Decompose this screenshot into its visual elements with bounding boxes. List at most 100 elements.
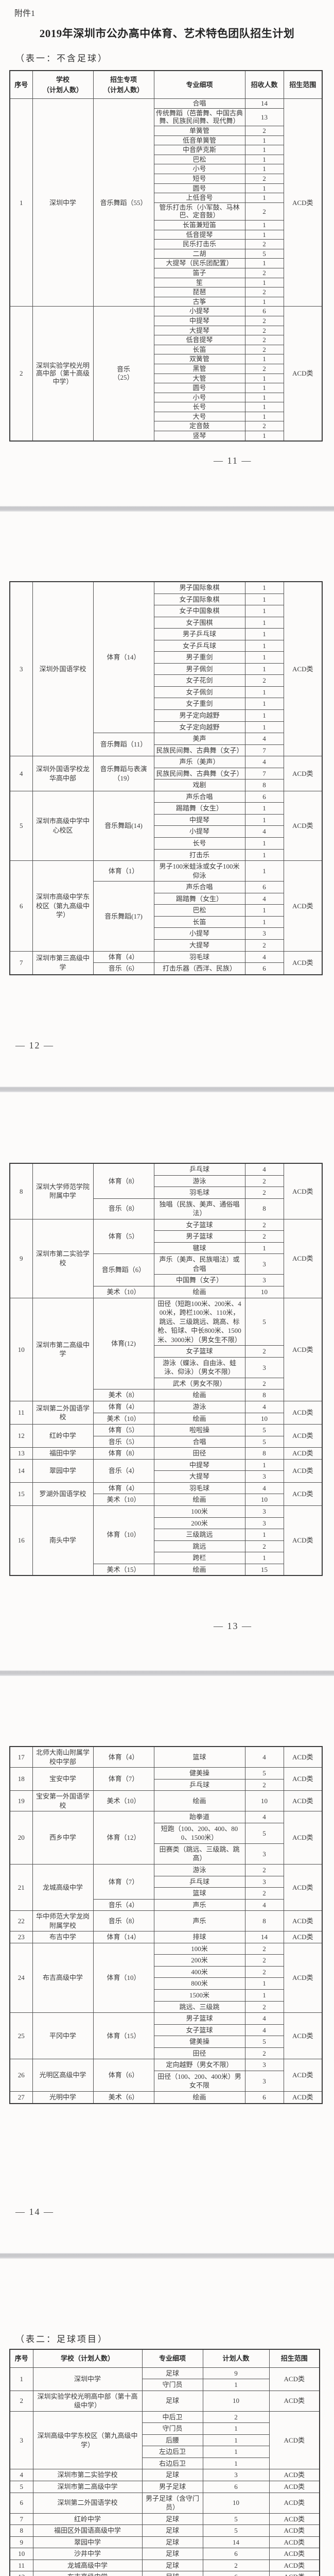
cell-scope: ACD类	[269, 2480, 320, 2493]
cell-item: 男子篮球	[153, 2012, 245, 2025]
cell-count: 2	[244, 1345, 284, 1358]
cell-school: 布吉高级中学	[32, 2571, 143, 2576]
table-row: 2 深圳实验学校光明高中部（第十高级中学） 足球 10 ACD类	[9, 2390, 320, 2412]
cell-school: 龙城高级中学	[32, 1864, 94, 1911]
cell-item: 田径	[153, 2047, 245, 2060]
cell-count: 1	[244, 628, 284, 640]
table-row: 3 深圳高级中学东校区（第九高级中学） 中后卫 2 ACD类	[9, 2411, 320, 2470]
cell-specialty: 体育（10）	[93, 1505, 154, 1564]
table-row: 黑管 2	[10, 363, 322, 374]
cell-count: 1	[244, 164, 284, 175]
cell-item: 羽毛球	[153, 1187, 245, 1199]
cell-item: 声乐（美声、民族唱法）或合唱	[153, 1253, 245, 1275]
cell-item: 800米	[153, 1977, 245, 1990]
cell-item: 1500米	[153, 1989, 245, 2002]
table2-caption: （表二：足球项目）	[15, 2334, 108, 2344]
cell-item: 田径（100、200、400米）男女不限	[153, 2070, 245, 2092]
cell-count: 1	[244, 1529, 284, 1541]
cell-count: 10	[244, 1286, 284, 1298]
cell-count: 2	[244, 174, 284, 184]
cell-school: 翠园中学	[32, 1459, 94, 1483]
table1-page1: 序号 学校 （计划人数） 招生专项 （计划人数） 专业细项 招收人数 招生范围 …	[9, 70, 323, 442]
table2-header: 序号 学校（计划人数） 专业细项 计划人数 招生范围	[9, 2349, 320, 2368]
cell-count: 2	[244, 2047, 284, 2060]
cell-serial: 27	[9, 2091, 33, 2104]
table2: 序号 学校（计划人数） 专业细项 计划人数 招生范围 1 深圳中学 足球 9 ACD类守…	[9, 2349, 320, 2576]
page-title: 2019年深圳市公办高中体育、艺术特色团队招生计划	[39, 27, 295, 40]
table-row: 后腰 1	[10, 2434, 320, 2447]
cell-specialty: 体育（15）	[93, 2012, 154, 2060]
cell-item: 圆号	[153, 383, 245, 393]
cell-scope: ACD类	[269, 2411, 320, 2470]
cell-scope: ACD类	[269, 2571, 320, 2576]
cell-count: 1	[244, 904, 284, 917]
cell-count: 1	[244, 916, 284, 928]
table-row: 左边后卫 1	[10, 2446, 320, 2458]
cell-count: 2	[244, 939, 284, 952]
cell-count: 2	[202, 2411, 270, 2424]
cell-item: 足球	[142, 2559, 203, 2572]
cell-item: 男子乒乓球	[153, 628, 245, 640]
cell-scope: ACD类	[269, 2536, 320, 2549]
cell-school: 北师大南山附属学校中学部	[32, 1746, 94, 1768]
cell-count: 1	[244, 193, 284, 203]
cell-school: 福田中学	[32, 1447, 94, 1460]
table-row: 音乐舞蹈（6） 声乐（美声、民族唱法）或合唱 3	[10, 1253, 322, 1287]
cell-item: 小提琴	[153, 306, 245, 316]
table-row: 男子乒乓球 1	[10, 628, 322, 640]
cell-count: 1	[244, 860, 284, 882]
cell-count: 2	[244, 335, 284, 345]
cell-specialty: 音乐（5）	[93, 1435, 154, 1448]
table-row: 小号 1	[10, 164, 322, 175]
cell-count: 2	[244, 267, 284, 278]
table-row: 女子乒乓球 1	[10, 639, 322, 652]
table-row: 26 光明区高级中学 体育（6） 定向越野（男女不限） 3 ACD类	[9, 2059, 323, 2092]
cell-item: 打击乐器（西洋、民族）	[153, 962, 245, 975]
cell-item: 合唱	[153, 1435, 245, 1448]
cell-count: 2	[244, 1778, 284, 1791]
cell-item: 声乐	[153, 1910, 245, 1932]
cell-item: 足球	[142, 2367, 203, 2380]
cell-count: 1	[244, 1459, 284, 1471]
table-row: 4 深圳外国语学校龙华高中部 音乐舞蹈与表演（19） 声乐（美声） 4 ACD类	[9, 756, 323, 791]
cell-count: 5	[244, 1767, 284, 1780]
cell-count: 1	[244, 663, 284, 675]
cell-item: 毽球	[153, 1242, 245, 1255]
cell-count: 1	[244, 814, 284, 826]
table-row: 管乐打击乐（小军鼓、马林巴、定音鼓） 2	[10, 202, 322, 221]
table-row: 跳远、三级跳 2	[10, 2001, 322, 2013]
cell-count: 4	[244, 892, 284, 905]
cell-scope: ACD类	[269, 2559, 320, 2572]
cell-count: 1	[244, 1977, 284, 1990]
table-row: 低音提琴 2	[10, 335, 322, 345]
cell-item: 男子100米蛙泳或女子100米仰泳	[153, 860, 245, 882]
cell-item: 古筝	[153, 296, 245, 307]
table-row: 长笛兼短笛 1	[10, 220, 322, 230]
cell-scope: ACD类	[283, 2012, 323, 2060]
table-row: 男子佩剑 1	[10, 663, 322, 675]
cell-count: 1	[202, 2457, 270, 2470]
cell-serial: 8	[9, 1163, 33, 1219]
cell-specialty: 音乐舞蹈（55）	[93, 98, 154, 307]
table-row: 音乐（4） 声乐 4	[10, 1899, 322, 1911]
cell-serial: 10	[9, 2548, 33, 2560]
cell-item: 合唱	[153, 98, 245, 109]
cell-item: 短跑（100、200、400、800、1500米）	[153, 1822, 245, 1844]
cell-count: 1	[202, 2446, 270, 2458]
cell-scope: ACD类	[283, 1746, 323, 1768]
cell-count: 4	[244, 1401, 284, 1413]
cell-school: 深圳第二外国语学校	[32, 2492, 143, 2514]
cell-scope: ACD类	[269, 2524, 320, 2537]
cell-serial: 9	[9, 1218, 33, 1298]
cell-scope: ACD类	[283, 1459, 323, 1483]
page-number: — 14 —	[15, 2207, 54, 2217]
table-row: 3 深圳外国语学校 体育（14） 男子国际象棋 1 ACD类	[9, 581, 323, 757]
cell-item: 啦啦操	[153, 1424, 245, 1436]
table-row: 民族民间舞、古典舞（女子） 7	[10, 744, 322, 757]
table-row: 24 布吉高级中学 体育（10） 100米 2 ACD类	[9, 1942, 323, 2013]
cell-specialty: 体育（12）	[93, 1811, 154, 1865]
cell-scope: ACD类	[283, 860, 323, 952]
cell-count: 1	[244, 721, 284, 734]
table1-page3: 8 深圳大学师范学院附属中学 体育（8） 乒乓球 4 ACD类 游泳 2 羽毛球 2 音乐（8） 独唱…	[9, 1163, 323, 1577]
cell-scope: ACD类	[269, 2492, 320, 2514]
